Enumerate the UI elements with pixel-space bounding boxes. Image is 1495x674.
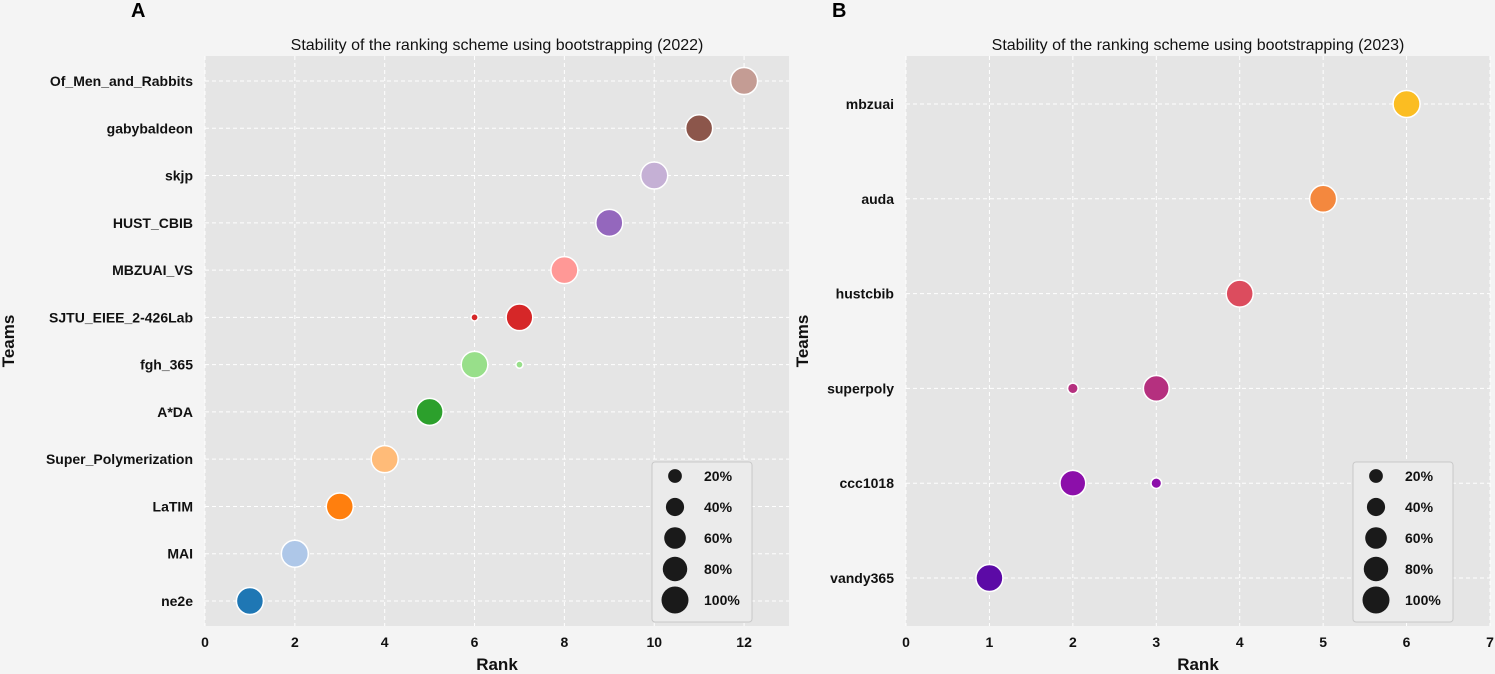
panel-b-xtick-label: 7 [1486,634,1494,650]
panel-a-xtick-label: 8 [560,634,568,650]
panel-a-xtick-label: 12 [736,634,752,650]
panel-b-xtick-label: 1 [986,634,994,650]
panel-a-point [235,586,265,616]
panel-b-legend-marker [1369,469,1383,483]
panel-a-point [595,208,624,238]
panel-a-xtick-label: 6 [471,634,479,650]
panel-a-point [470,313,479,322]
panel-b-legend-label: 20% [1405,468,1434,484]
panel-a-legend-marker [664,527,686,549]
panel-a-point [639,161,669,190]
panel-b-xtick-label: 4 [1236,634,1244,650]
panel-b-title: Stability of the ranking scheme using bo… [992,37,1405,54]
panel-a-legend-label: 20% [704,468,733,484]
panel-b-point [1150,477,1163,490]
panel-b-point [1225,279,1254,308]
panel-b-legend-label: 100% [1405,592,1441,608]
panel-a-point [550,255,579,285]
panel-b-legend-label: 60% [1405,530,1434,546]
panel-a-team-label: Of_Men_and_Rabbits [50,73,193,89]
panel-a-legend-label: 40% [704,499,733,515]
panel-a-team-label: MAI [167,546,193,562]
panel-a-xlabel: Rank [476,655,518,674]
panel-b-point [1308,184,1338,214]
panel-a-xtick-label: 2 [291,634,299,650]
panel-a-letter: A [131,0,145,22]
panel-a-legend: 20% 40% 60% 80% 100% [651,461,753,623]
panel-b-xtick-label: 0 [902,634,910,650]
panel-a-point [280,539,310,568]
panel-b-legend-label: 40% [1405,499,1434,515]
panel-a-team-label: gabybaldeon [107,120,193,136]
panel-b-team-label: mbzuai [846,96,894,112]
panel-a-legend-marker [661,586,689,614]
panel-a-team-label: SJTU_EIEE_2-426Lab [49,309,193,325]
panel-b-legend: 20% 40% 60% 80% 100% [1352,461,1454,623]
panel-b-team-label: auda [861,191,894,207]
panel-a-point [460,350,489,379]
panel-b-xlabel: Rank [1177,655,1219,674]
panel-b-legend-label: 80% [1405,561,1434,577]
panel-a-xtick-label: 10 [646,634,662,650]
panel-a-legend-marker [668,469,682,483]
panel-a-xtick-label: 4 [381,634,389,650]
panel-b-point [1059,469,1087,497]
panel-a-team-label: HUST_CBIB [113,215,193,231]
panel-b-legend-marker [1365,527,1387,549]
panel-b-point [975,563,1004,593]
panel-a-2022: A Stability of the ranking scheme using … [0,0,789,674]
panel-a-team-label: LaTIM [153,498,193,514]
panel-a-point [515,360,524,369]
panel-a-team-label: fgh_365 [140,357,193,373]
panel-a-legend-label: 100% [704,592,740,608]
panel-b-team-label: ccc1018 [839,475,894,491]
panel-b-legend-marker [1363,556,1389,582]
panel-b-xtick-label: 5 [1319,634,1327,650]
panel-b-team-label: superpoly [827,380,894,396]
panel-a-point [505,303,534,332]
panel-a-team-label: MBZUAI_VS [112,262,193,278]
panel-b-xtick-label: 3 [1152,634,1160,650]
panel-a-point [729,66,759,96]
panel-a-team-label: A*DA [157,404,193,420]
panel-a-team-label: Super_Polymerization [46,451,193,467]
panel-a-team-label: ne2e [161,593,193,609]
panel-a-legend-label: 60% [704,530,733,546]
panel-a-point [415,397,444,427]
panel-a-point [325,492,355,521]
panel-b-legend-marker [1366,497,1386,517]
panel-b-xtick-label: 2 [1069,634,1077,650]
panel-a-legend-label: 80% [704,561,733,577]
panel-b-point [1066,382,1079,395]
panel-b-team-label: vandy365 [830,570,894,586]
panel-b-letter: B [832,0,846,22]
panel-b-xtick-label: 6 [1403,634,1411,650]
panel-a-point [684,114,714,143]
panel-b-2023: B Stability of the ranking scheme using … [793,0,1494,674]
panel-b-team-label: hustcbib [836,286,894,302]
panel-a-ylabel: Teams [0,315,18,368]
panel-b-point [1142,374,1170,403]
panel-a-legend-marker [662,556,688,582]
panel-b-point [1392,89,1421,119]
panel-a-team-label: skjp [165,168,193,184]
panel-a-title: Stability of the ranking scheme using bo… [291,37,704,54]
panel-b-legend-marker [1362,586,1390,614]
panel-a-xtick-label: 0 [201,634,209,650]
panel-a-point [370,444,399,474]
panel-a-legend-marker [665,497,685,517]
panel-b-ylabel: Teams [793,315,812,368]
